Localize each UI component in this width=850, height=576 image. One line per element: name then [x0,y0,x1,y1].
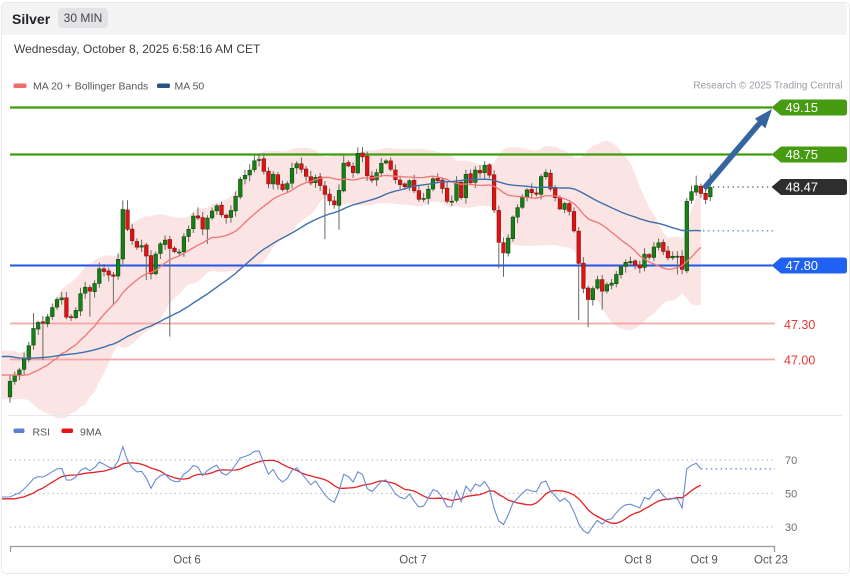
svg-text:48.47: 48.47 [786,180,819,195]
svg-text:48.75: 48.75 [786,147,819,162]
svg-text:MA 20 + Bollinger Bands: MA 20 + Bollinger Bands [33,81,148,93]
svg-text:9MA: 9MA [80,427,102,439]
svg-text:50: 50 [785,489,797,501]
svg-text:47.30: 47.30 [784,318,815,332]
svg-text:RSI: RSI [33,427,51,439]
svg-text:70: 70 [785,455,797,467]
svg-text:Oct 7: Oct 7 [399,555,426,567]
svg-text:Oct 6: Oct 6 [173,555,200,567]
svg-text:47.00: 47.00 [784,354,815,368]
svg-text:47.80: 47.80 [786,258,819,273]
svg-text:30: 30 [785,522,797,534]
svg-text:Oct 8: Oct 8 [624,555,651,567]
svg-text:MA 50: MA 50 [175,81,205,93]
svg-text:Oct 9: Oct 9 [690,555,717,567]
svg-text:Oct 23: Oct 23 [754,555,788,567]
svg-text:49.15: 49.15 [786,100,819,115]
svg-text:Research © 2025 Trading Centra: Research © 2025 Trading Central [693,81,842,92]
